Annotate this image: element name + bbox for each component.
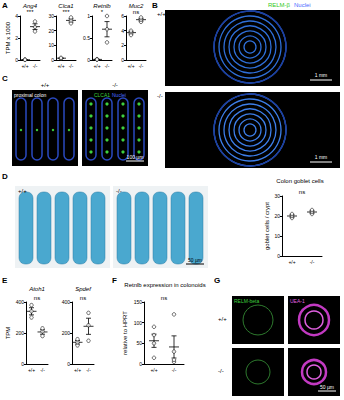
svg-text:-/-: -/- — [69, 63, 74, 69]
svg-text:200: 200 — [62, 330, 71, 336]
svg-text:-/-: -/- — [116, 188, 122, 194]
svg-text:B: B — [152, 1, 158, 10]
svg-text:30: 30 — [48, 13, 54, 19]
svg-text:Retnlb expression in colonoids: Retnlb expression in colonoids — [124, 282, 205, 288]
svg-text:RELM-beta: RELM-beta — [234, 298, 260, 304]
svg-text:goblet cells / crypt: goblet cells / crypt — [264, 202, 270, 250]
svg-text:0: 0 — [277, 253, 280, 259]
svg-text:ns: ns — [161, 295, 167, 301]
svg-text:1 mm: 1 mm — [315, 154, 328, 160]
svg-text:-/-: -/- — [40, 367, 45, 373]
svg-text:150: 150 — [134, 299, 143, 305]
svg-text:400: 400 — [62, 299, 71, 305]
svg-text:+/+: +/+ — [218, 316, 227, 322]
svg-text:RELM-β: RELM-β — [268, 2, 291, 8]
svg-text:-/-: -/- — [139, 63, 144, 69]
svg-text:TPM x 1000: TPM x 1000 — [5, 21, 11, 54]
svg-text:Clca1: Clca1 — [58, 3, 74, 9]
svg-text:+/+: +/+ — [21, 63, 28, 69]
svg-text:50: 50 — [136, 340, 142, 346]
svg-text:ns: ns — [34, 295, 40, 301]
svg-text:Atoh1: Atoh1 — [28, 286, 45, 292]
svg-text:0: 0 — [51, 57, 54, 63]
svg-text:D: D — [2, 172, 8, 181]
svg-text:-/-: -/- — [112, 82, 118, 88]
svg-text:C: C — [2, 74, 8, 83]
svg-text:*: * — [101, 9, 104, 15]
svg-text:50 µm: 50 µm — [188, 257, 202, 263]
svg-text:Muc2: Muc2 — [128, 3, 144, 9]
svg-text:Nuclei: Nuclei — [294, 2, 311, 8]
svg-text:Ang4: Ang4 — [23, 3, 37, 9]
svg-text:***: *** — [62, 9, 70, 15]
svg-text:0: 0 — [121, 57, 124, 63]
svg-text:Colon goblet cells: Colon goblet cells — [276, 178, 323, 184]
svg-text:+/+: +/+ — [74, 367, 81, 373]
svg-text:-/-: -/- — [157, 93, 163, 99]
svg-text:Spdef: Spdef — [75, 286, 92, 292]
svg-text:4: 4 — [15, 13, 18, 19]
svg-text:-/-: -/- — [33, 63, 38, 69]
svg-text:100: 100 — [134, 320, 143, 326]
svg-text:CLCA1: CLCA1 — [94, 92, 110, 98]
svg-text:+/+: +/+ — [150, 367, 157, 373]
svg-text:ns: ns — [133, 9, 139, 15]
svg-text:TPM: TPM — [5, 327, 11, 340]
svg-text:10: 10 — [48, 42, 54, 48]
svg-text:+/+: +/+ — [28, 367, 35, 373]
svg-text:+/+: +/+ — [18, 188, 27, 194]
svg-text:0: 0 — [87, 57, 90, 63]
svg-text:20: 20 — [48, 28, 54, 34]
svg-text:Retnlb: Retnlb — [93, 3, 111, 9]
svg-text:-/-: -/- — [86, 367, 91, 373]
svg-text:100 µm: 100 µm — [127, 154, 144, 160]
svg-text:relative to HPRT: relative to HPRT — [122, 311, 128, 355]
svg-text:***: *** — [26, 9, 34, 15]
svg-text:50 µm: 50 µm — [320, 384, 334, 390]
svg-text:-/-: -/- — [218, 368, 224, 374]
svg-text:20: 20 — [274, 213, 280, 219]
svg-text:+/+: +/+ — [127, 63, 134, 69]
svg-text:ns: ns — [299, 189, 305, 195]
svg-text:E: E — [2, 276, 8, 285]
svg-text:10: 10 — [274, 233, 280, 239]
svg-text:1 mm: 1 mm — [315, 72, 328, 78]
svg-text:-/-: -/- — [105, 63, 110, 69]
svg-text:0.5: 0.5 — [83, 35, 90, 41]
svg-text:A: A — [2, 1, 8, 10]
svg-text:6: 6 — [121, 13, 124, 19]
svg-text:+/+: +/+ — [157, 11, 166, 17]
svg-text:ns: ns — [80, 295, 86, 301]
svg-text:Nuclei: Nuclei — [112, 92, 126, 98]
svg-text:F: F — [112, 276, 117, 285]
svg-text:+/+: +/+ — [93, 63, 100, 69]
svg-text:1: 1 — [87, 13, 90, 19]
svg-text:400: 400 — [16, 299, 25, 305]
svg-text:-/-: -/- — [310, 259, 315, 265]
svg-text:30: 30 — [274, 193, 280, 199]
svg-text:+/+: +/+ — [41, 82, 50, 88]
svg-text:-/-: -/- — [172, 367, 177, 373]
svg-text:UEA-1: UEA-1 — [290, 298, 305, 304]
svg-text:200: 200 — [16, 330, 25, 336]
svg-text:2: 2 — [121, 42, 124, 48]
svg-text:0: 0 — [15, 57, 18, 63]
svg-text:0: 0 — [139, 361, 142, 367]
svg-text:0: 0 — [67, 361, 70, 367]
svg-text:0: 0 — [21, 361, 24, 367]
svg-text:G: G — [214, 276, 220, 285]
svg-text:proximal colon: proximal colon — [14, 92, 46, 98]
svg-text:+/+: +/+ — [57, 63, 64, 69]
svg-text:4: 4 — [121, 28, 124, 34]
svg-text:+/+: +/+ — [288, 259, 295, 265]
svg-text:2: 2 — [15, 35, 18, 41]
